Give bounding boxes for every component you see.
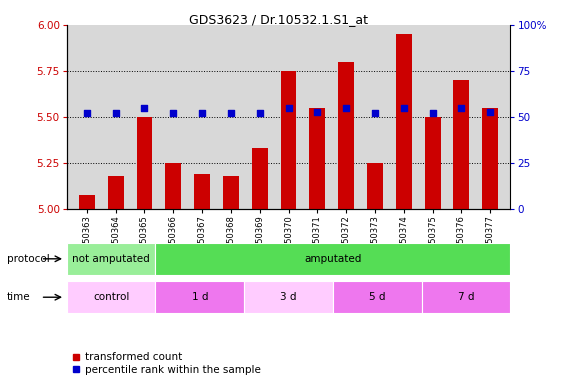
Point <box>255 110 264 116</box>
Point <box>313 109 322 115</box>
Bar <box>422 281 510 313</box>
Bar <box>454 80 469 209</box>
Text: 1 d: 1 d <box>191 292 208 302</box>
Bar <box>396 34 412 209</box>
Point <box>140 105 149 111</box>
Bar <box>281 71 296 209</box>
Bar <box>67 243 155 275</box>
Point <box>399 105 408 111</box>
Bar <box>252 149 267 209</box>
Text: GDS3623 / Dr.10532.1.S1_at: GDS3623 / Dr.10532.1.S1_at <box>189 13 368 26</box>
Bar <box>155 281 244 313</box>
Text: protocol: protocol <box>7 254 50 264</box>
Point <box>226 110 235 116</box>
Bar <box>425 117 441 209</box>
Point <box>342 105 351 111</box>
Bar <box>244 281 333 313</box>
Text: control: control <box>93 292 129 302</box>
Bar <box>79 195 95 209</box>
Text: 5 d: 5 d <box>369 292 386 302</box>
Bar <box>338 62 354 209</box>
Point <box>457 105 466 111</box>
Point <box>169 110 178 116</box>
Bar <box>367 163 383 209</box>
Point <box>111 110 120 116</box>
Bar <box>194 174 210 209</box>
Point <box>371 110 380 116</box>
Text: 3 d: 3 d <box>280 292 297 302</box>
Bar <box>333 281 422 313</box>
Point <box>485 109 495 115</box>
Bar <box>155 243 510 275</box>
Legend: transformed count, percentile rank within the sample: transformed count, percentile rank withi… <box>72 353 262 375</box>
Bar <box>223 176 239 209</box>
Bar <box>165 163 181 209</box>
Text: 7 d: 7 d <box>458 292 474 302</box>
Text: time: time <box>7 292 31 302</box>
Text: amputated: amputated <box>304 254 361 264</box>
Text: not amputated: not amputated <box>72 254 150 264</box>
Point <box>82 110 92 116</box>
Point <box>428 110 437 116</box>
Point <box>284 105 293 111</box>
Bar <box>483 108 498 209</box>
Bar <box>67 281 155 313</box>
Point <box>197 110 206 116</box>
Bar <box>310 108 325 209</box>
Bar <box>136 117 153 209</box>
Bar <box>108 176 124 209</box>
